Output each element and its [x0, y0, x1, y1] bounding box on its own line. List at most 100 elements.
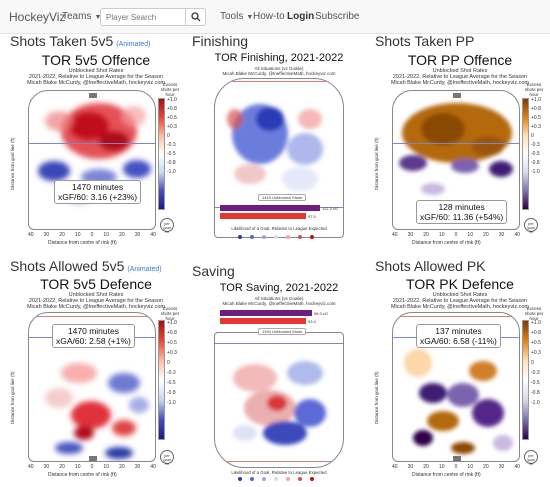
x-axis-label: Distance from centre of rink (ft) — [412, 240, 481, 246]
chart-subtitle: Unblocked Shot Rates — [432, 68, 488, 74]
cbar-tick: -0.3 — [167, 142, 176, 148]
x-tick: 30 — [498, 232, 505, 238]
x-ticks: 40 30 20 10 0 10 20 30 40 — [392, 464, 520, 470]
chart-credit: Micah Blake McCurdy, @IneffectiveMath, h… — [26, 304, 166, 310]
section-label: Shots Taken 5v5 — [10, 33, 114, 49]
cbar-tick: 0 — [531, 133, 534, 139]
unblocked-shots-label: 1294 Unblocked Shots — [258, 328, 307, 335]
cbar-tick: +0.8 — [167, 330, 177, 336]
tools-dropdown[interactable]: Tools ▼ — [220, 11, 253, 22]
colorbar — [522, 98, 529, 210]
x-axis-label: Distance from centre of rink (ft) — [48, 472, 117, 478]
goal-net — [453, 93, 461, 98]
cbar-tick: +0.3 — [167, 124, 177, 130]
section-title-shots-allowed-pk: Shots Allowed PK — [375, 258, 486, 274]
goal-net — [89, 456, 97, 461]
x-tick: 30 — [134, 232, 141, 238]
cbar-tick: -0.5 — [531, 380, 540, 386]
cbar-tick: -0.8 — [167, 160, 176, 166]
chart-credit: Micah Blake McCurdy, @IneffectiveMath, h… — [222, 71, 336, 76]
login-link[interactable]: Login — [287, 11, 315, 22]
colorbar — [522, 320, 529, 440]
blue-line — [393, 143, 519, 144]
x-tick: 20 — [59, 232, 65, 238]
section-title-finishing: Finishing — [192, 33, 249, 49]
x-tick: 40 — [150, 464, 156, 470]
search-icon — [191, 12, 201, 22]
x-tick: 40 — [150, 232, 156, 238]
y-axis-label: Distance from goal line (ft) — [374, 137, 379, 190]
cbar-tick: +0.5 — [167, 115, 177, 121]
legend-title: Likelihood of a Goal, Relative to League… — [231, 226, 327, 231]
x-tick: 40 — [28, 232, 34, 238]
legend-dot — [298, 235, 302, 239]
minutes-text: 1470 minutes — [72, 182, 124, 192]
cbar-tick: +0.3 — [531, 124, 541, 130]
chart-saving[interactable]: TOR Saving, 2021-2022 All Situations (vs… — [196, 280, 362, 484]
cbar-tick: +1.0 — [167, 320, 177, 326]
unblocked-shots-label: 1419 Unblocked Shots — [258, 194, 307, 201]
player-search-input[interactable] — [100, 8, 186, 26]
teams-dropdown[interactable]: Teams ▼ — [62, 11, 101, 22]
cbar-tick: 0 — [167, 360, 170, 366]
cbar-tick: +0.3 — [531, 350, 541, 356]
chart-title: TOR PP Offence — [407, 52, 513, 68]
tools-label: Tools — [220, 11, 244, 22]
cbar-tick: +0.5 — [531, 340, 541, 346]
search-button[interactable] — [186, 8, 206, 26]
minutes-text: 1470 minutes — [67, 326, 119, 336]
chart-subtitle: Unblocked Shot Rates — [68, 68, 124, 74]
x-ticks: 40 30 20 10 0 10 20 30 40 — [392, 232, 520, 238]
chart-subtitle: Unblocked Shot Rates — [432, 292, 488, 298]
cbar-tick: +0.5 — [531, 115, 541, 121]
rink-map — [214, 332, 344, 468]
animated-link[interactable]: (Animated) — [116, 41, 151, 48]
teams-label: Teams — [62, 11, 92, 22]
x-tick: 40 — [28, 464, 34, 470]
legend-title: Likelihood of a Goal, Relative to League… — [231, 470, 327, 475]
per-hour-badge: per goal /hr — [524, 450, 538, 466]
cbar-tick: +1.0 — [167, 97, 177, 103]
chart-subtitle: All Situations (vs Goalie) — [254, 296, 304, 301]
center-line — [393, 316, 519, 317]
animated-link[interactable]: (Animated) — [127, 266, 162, 273]
subscribe-link[interactable]: Subscribe — [315, 11, 360, 22]
chart-pk-defence[interactable]: TOR PK Defence Unblocked Shot Rates 2021… — [372, 274, 548, 484]
x-tick: 0 — [454, 464, 458, 470]
legend-dot — [310, 477, 314, 481]
chart-5v5-defence[interactable]: TOR 5v5 Defence Unblocked Shot Rates 202… — [8, 274, 184, 484]
brand-logo[interactable]: HockeyViz — [9, 10, 66, 24]
xg-bar — [220, 310, 312, 316]
stat-box: 1470 minutes xGA/60: 2.58 (+1%) — [52, 324, 135, 348]
per-hour-badge: per goal /hr — [524, 218, 538, 234]
xg-bar — [220, 205, 320, 211]
chart-credit: Micah Blake McCurdy, @IneffectiveMath, h… — [222, 301, 336, 306]
center-line — [29, 316, 155, 317]
chart-5v5-offence[interactable]: TOR 5v5 Offence Unblocked Shot Rates 202… — [8, 50, 184, 250]
x-tick: 0 — [454, 232, 458, 238]
goal-net — [89, 93, 97, 98]
per-hour-badge: per goal /hr — [160, 218, 174, 234]
howto-link[interactable]: How-to — [253, 11, 285, 22]
x-tick: 10 — [74, 464, 81, 470]
colorbar-label: Excess shots per hour — [160, 82, 180, 97]
cbar-tick: -0.8 — [531, 390, 540, 396]
per-hour-badge: per goal /hr — [160, 450, 174, 466]
x-tick: 30 — [407, 464, 414, 470]
chart-pp-offence[interactable]: TOR PP Offence Unblocked Shot Rates 2021… — [372, 50, 548, 250]
legend-dot — [298, 477, 302, 481]
x-tick: 20 — [59, 464, 65, 470]
heatmap — [38, 103, 151, 204]
cbar-tick: +0.8 — [531, 330, 541, 336]
x-tick: 10 — [74, 232, 81, 238]
stat-box: 137 minutes xGA/60: 6.58 (-11%) — [416, 324, 501, 348]
y-axis-label: Distance from goal line (ft) — [10, 137, 15, 190]
x-axis-label: Distance from centre of rink (ft) — [48, 240, 117, 246]
legend-dot — [310, 235, 314, 239]
blue-line — [215, 343, 343, 344]
xg-bar-label: 98.3 xG — [314, 311, 329, 316]
x-ticks: 40 30 20 10 0 10 20 30 40 — [28, 232, 156, 238]
chart-finishing[interactable]: TOR Finishing, 2021-2022 All Situations … — [196, 50, 362, 250]
colorbar-ticks: +1.0 +0.8 +0.5 +0.3 0 -0.3 -0.5 -0.8 -1.0 — [531, 318, 541, 408]
x-tick: 30 — [134, 464, 141, 470]
